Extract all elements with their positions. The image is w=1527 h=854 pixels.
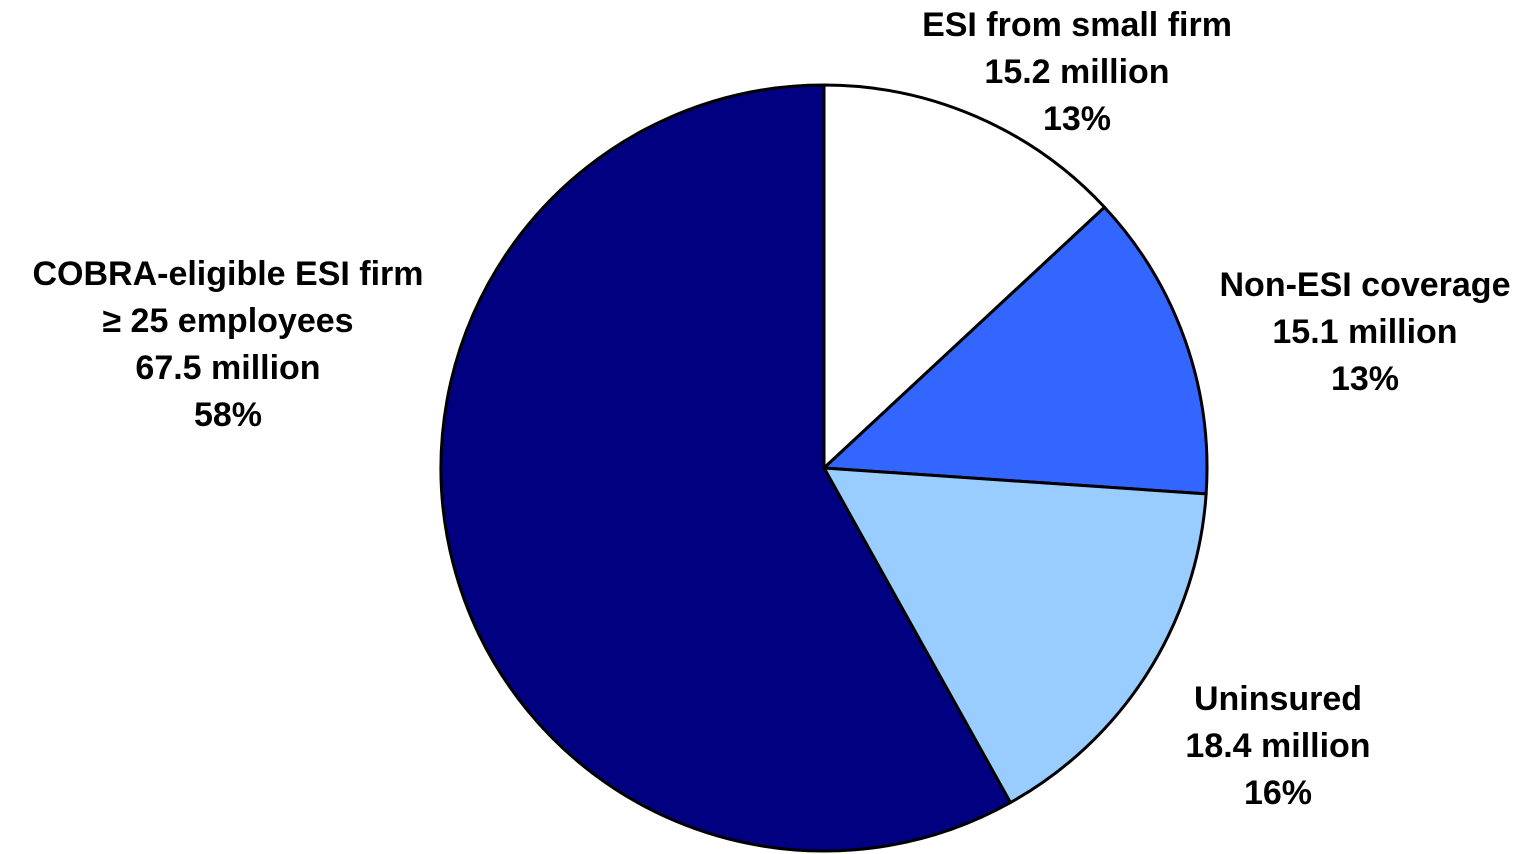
slice-name-line: Non-ESI coverage [1219, 266, 1511, 304]
pie-slice-0 [822, 83, 1107, 470]
slice-name-line: Uninsured [1193, 680, 1363, 718]
slice-name-line: ≥ 25 employees [102, 302, 354, 340]
slice-label-1: Non-ESI coverage 15.1 million 13% [1220, 262, 1511, 403]
slice-name-line: ESI from small firm [922, 6, 1232, 44]
slice-label-0: ESI from small firm 15.2 million 13% [922, 2, 1232, 143]
slice-percent-label: 13% [1042, 100, 1112, 138]
slice-name-line: COBRA-eligible ESI firm [32, 255, 424, 293]
pie-slice-3 [439, 83, 1012, 853]
slice-label-2: Uninsured 18.4 million 16% [1185, 676, 1370, 817]
slice-value-label: 15.2 million [984, 53, 1170, 91]
slice-value-label: 18.4 million [1185, 727, 1371, 765]
pie-slice-2 [822, 466, 1208, 805]
slice-percent-label: 58% [193, 396, 263, 434]
slice-percent-label: 13% [1330, 360, 1400, 398]
slice-value-label: 67.5 million [135, 349, 321, 387]
slice-percent-label: 16% [1243, 774, 1313, 812]
pie-slice-1 [822, 205, 1209, 496]
slice-value-label: 15.1 million [1272, 313, 1458, 351]
slice-label-3: COBRA-eligible ESI firm ≥ 25 employees 67.… [32, 251, 423, 439]
